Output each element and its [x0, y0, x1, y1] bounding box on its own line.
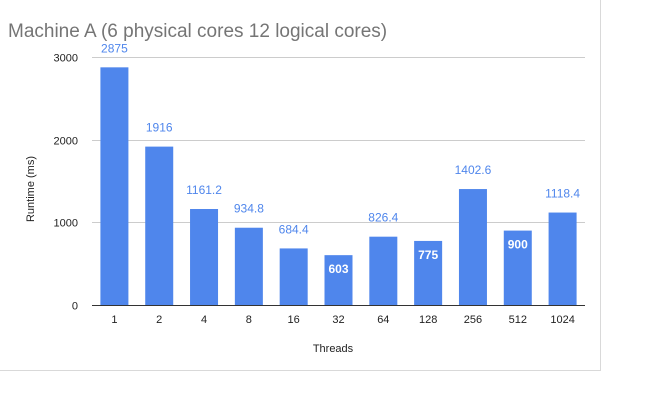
x-tick-label: 1024 — [550, 314, 574, 326]
x-tick-label: 512 — [509, 314, 527, 326]
grid-lines — [92, 57, 585, 223]
x-axis-ticks: 1 2 4 8 16 32 64 128 256 512 1024 — [111, 314, 574, 326]
x-tick-label: 128 — [419, 314, 437, 326]
y-tick-label: 1000 — [54, 218, 78, 230]
x-tick-label: 256 — [464, 314, 482, 326]
data-label: 934.8 — [234, 202, 264, 216]
data-label: 2875 — [101, 41, 128, 55]
x-tick-label: 8 — [246, 314, 252, 326]
data-label: 1118.4 — [545, 187, 580, 201]
bars — [100, 67, 577, 305]
bar — [234, 227, 263, 305]
y-tick-label: 3000 — [54, 53, 78, 65]
bar — [548, 212, 577, 305]
data-label: 775 — [418, 248, 438, 262]
x-tick-label: 32 — [332, 314, 344, 326]
data-label: 1916 — [146, 121, 173, 135]
y-tick-label: 0 — [72, 301, 78, 313]
data-label: 900 — [508, 238, 528, 252]
x-tick-label: 1 — [111, 314, 117, 326]
x-tick-label: 64 — [377, 314, 389, 326]
data-label: 603 — [328, 262, 348, 276]
bar — [458, 189, 487, 305]
x-tick-label: 16 — [288, 314, 300, 326]
x-tick-label: 2 — [156, 314, 162, 326]
y-tick-label: 2000 — [54, 136, 78, 148]
y-axis-title: Runtime (ms) — [25, 156, 37, 222]
data-label: 1402.6 — [455, 163, 492, 177]
data-label: 1161.2 — [186, 183, 222, 197]
bar — [100, 67, 129, 305]
bar — [279, 248, 308, 305]
bar — [324, 255, 353, 305]
bar — [190, 209, 219, 305]
data-label: 826.4 — [368, 211, 398, 225]
data-label: 684.4 — [279, 222, 309, 236]
bar — [414, 240, 443, 305]
bar — [369, 236, 398, 305]
data-labels: 2875 1916 1161.2 934.8 684.4 603 826.4 775 1402.… — [101, 41, 580, 276]
chart-title: Machine A (6 physical cores 12 logical c… — [8, 21, 387, 42]
bar — [503, 230, 532, 305]
x-axis-title: Threads — [313, 343, 354, 355]
y-axis-ticks: 0 1000 2000 3000 — [54, 53, 78, 313]
bar — [145, 146, 174, 305]
x-tick-label: 4 — [201, 314, 207, 326]
